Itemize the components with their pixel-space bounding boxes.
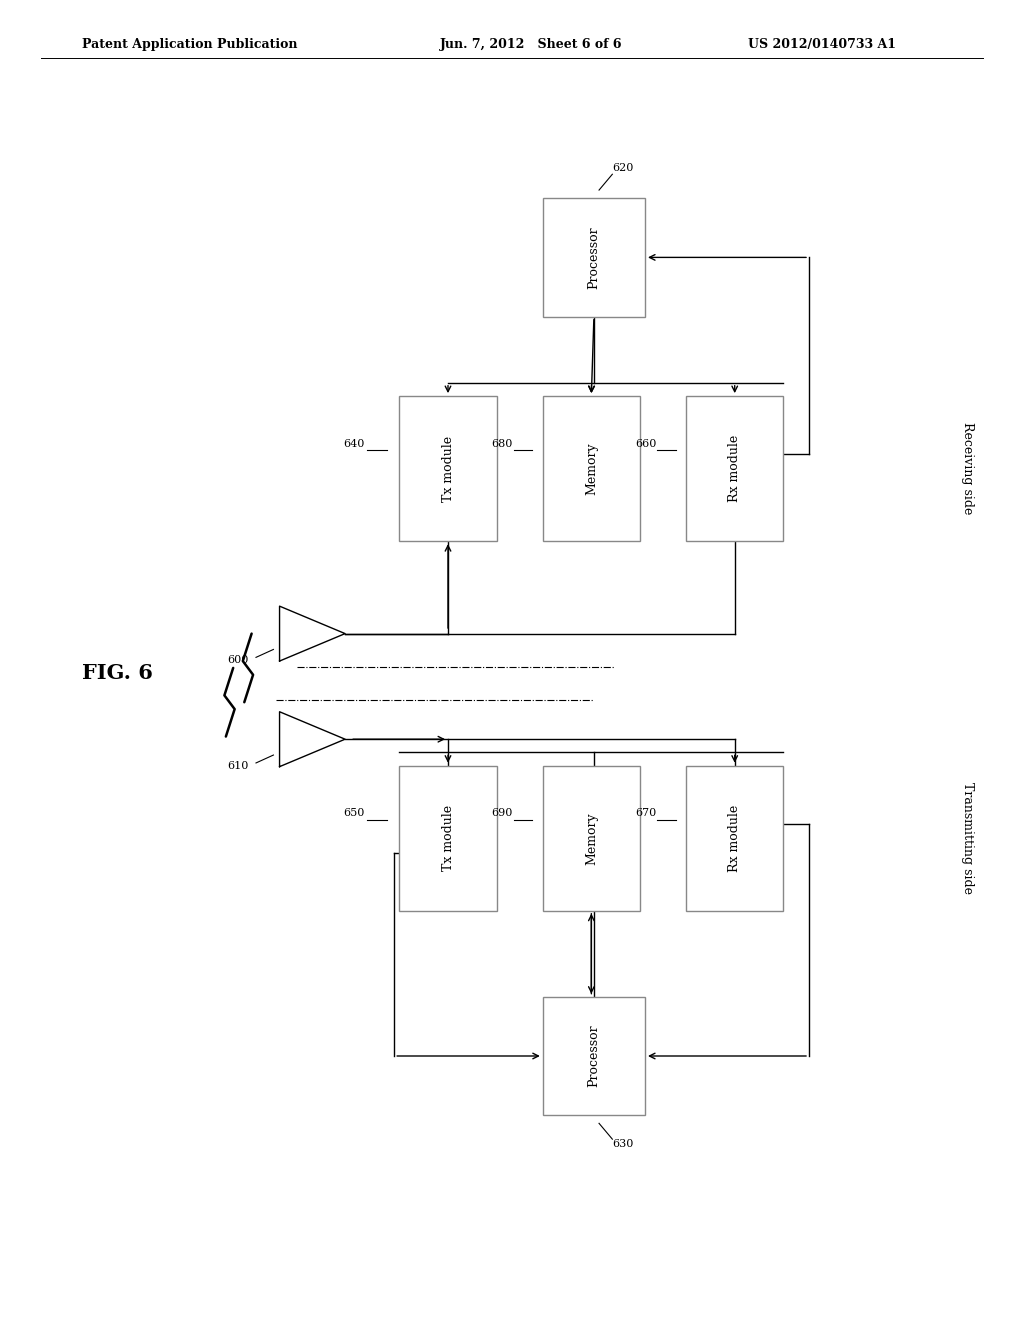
Text: Processor: Processor (588, 1024, 600, 1088)
Text: 650: 650 (343, 808, 365, 818)
Text: 620: 620 (612, 162, 634, 173)
Text: 670: 670 (635, 808, 656, 818)
Text: 630: 630 (612, 1139, 634, 1150)
Text: Tx module: Tx module (441, 805, 455, 871)
Text: 690: 690 (492, 808, 513, 818)
Text: Processor: Processor (588, 226, 600, 289)
FancyBboxPatch shape (399, 396, 497, 541)
Text: Tx module: Tx module (441, 436, 455, 502)
Text: Memory: Memory (585, 812, 598, 865)
Text: Receiving side: Receiving side (962, 422, 974, 515)
Text: Rx module: Rx module (728, 436, 741, 502)
FancyBboxPatch shape (543, 766, 640, 911)
FancyBboxPatch shape (543, 997, 645, 1115)
FancyBboxPatch shape (686, 766, 783, 911)
Text: Memory: Memory (585, 442, 598, 495)
FancyBboxPatch shape (543, 396, 640, 541)
Text: 680: 680 (492, 438, 513, 449)
Text: 640: 640 (343, 438, 365, 449)
Text: Rx module: Rx module (728, 805, 741, 871)
Text: FIG. 6: FIG. 6 (82, 663, 154, 684)
Text: 660: 660 (635, 438, 656, 449)
Text: 600: 600 (227, 655, 249, 665)
Text: Patent Application Publication: Patent Application Publication (82, 38, 297, 51)
FancyBboxPatch shape (399, 766, 497, 911)
Text: Jun. 7, 2012   Sheet 6 of 6: Jun. 7, 2012 Sheet 6 of 6 (440, 38, 623, 51)
Text: 610: 610 (227, 760, 249, 771)
FancyBboxPatch shape (543, 198, 645, 317)
Text: US 2012/0140733 A1: US 2012/0140733 A1 (748, 38, 896, 51)
Text: Transmitting side: Transmitting side (962, 783, 974, 894)
FancyBboxPatch shape (686, 396, 783, 541)
